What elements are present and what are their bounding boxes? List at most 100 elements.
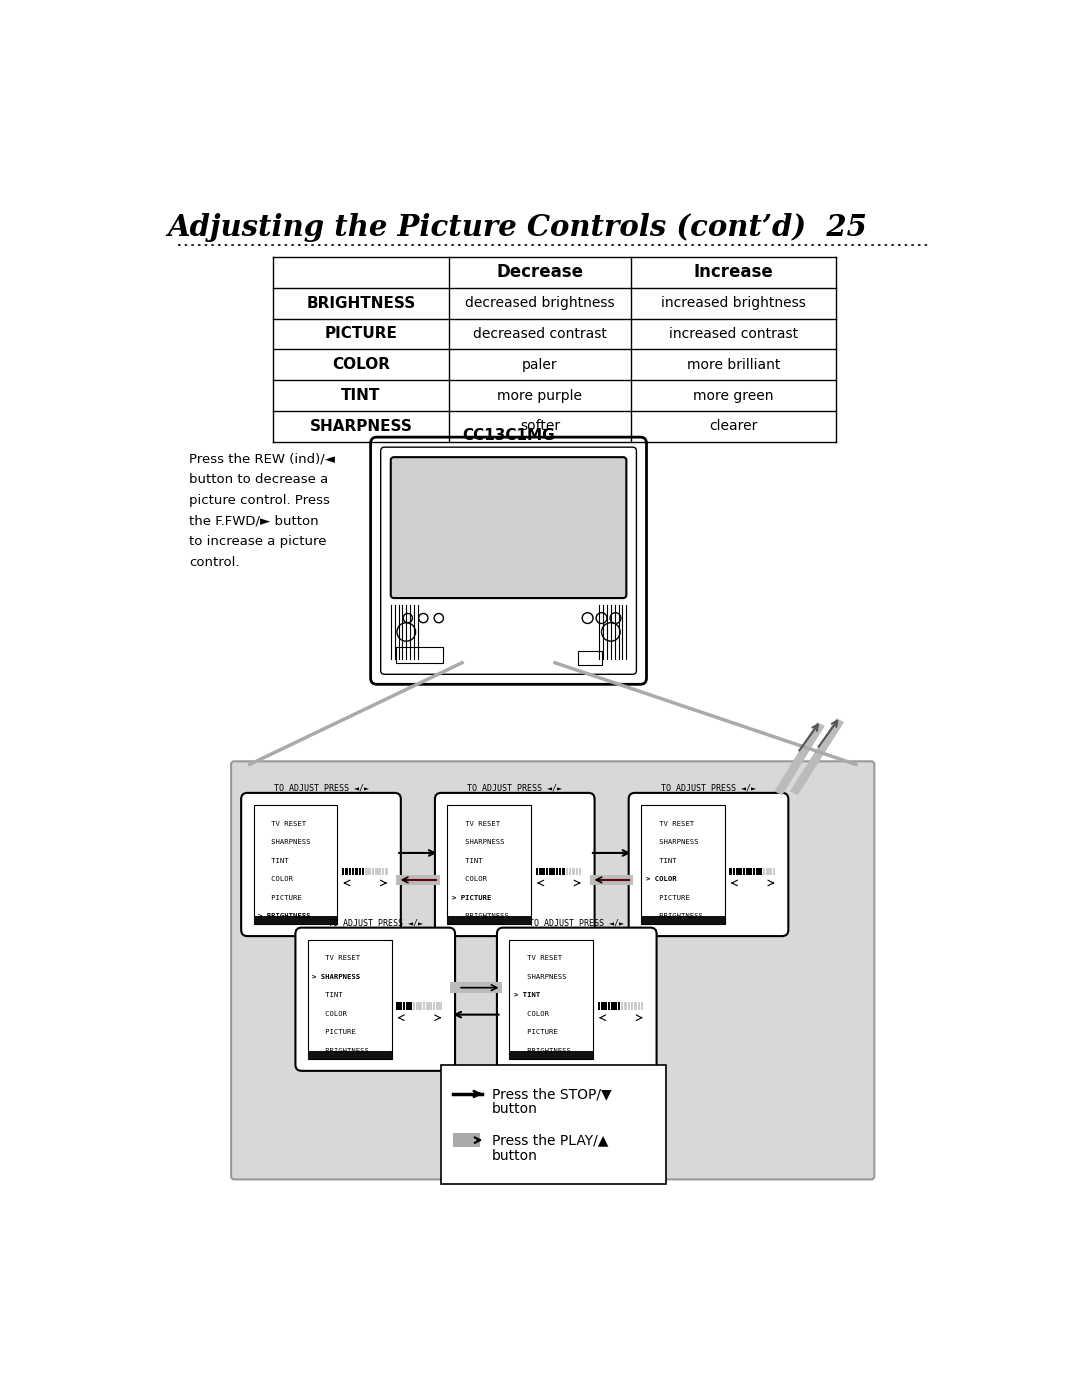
Text: more brilliant: more brilliant (687, 358, 781, 372)
Bar (308, 940, 392, 1059)
Bar (611, 1002, 613, 1010)
Bar (342, 868, 345, 876)
Text: TINT: TINT (312, 992, 343, 999)
Text: more purple: more purple (498, 388, 582, 402)
FancyBboxPatch shape (435, 793, 595, 936)
Bar (510, 1051, 593, 1059)
Bar (600, 1002, 604, 1010)
Bar (396, 875, 440, 886)
Text: SHARPNESS: SHARPNESS (646, 840, 699, 845)
Text: TO ADJUST PRESS ◄/►: TO ADJUST PRESS ◄/► (273, 784, 368, 792)
Bar (642, 916, 725, 923)
Bar (254, 916, 337, 923)
Text: TO ADJUST PRESS ◄/►: TO ADJUST PRESS ◄/► (529, 918, 624, 928)
Polygon shape (789, 718, 845, 795)
Text: PICTURE: PICTURE (514, 1030, 557, 1035)
Bar (618, 1002, 620, 1010)
Bar (416, 1002, 419, 1010)
Text: paler: paler (522, 358, 557, 372)
Text: Increase: Increase (693, 264, 773, 281)
Bar (447, 916, 531, 923)
Bar (615, 1002, 617, 1010)
Bar (590, 875, 633, 886)
Bar (406, 1002, 408, 1010)
Text: clearer: clearer (710, 419, 758, 433)
Bar (447, 805, 531, 923)
Bar (608, 1002, 610, 1010)
Bar (372, 868, 375, 876)
Text: the F.FWD/► button: the F.FWD/► button (189, 514, 319, 528)
Bar (409, 1002, 411, 1010)
Text: decreased contrast: decreased contrast (473, 327, 607, 341)
Text: TINT: TINT (451, 858, 483, 863)
Text: TO ADJUST PRESS ◄/►: TO ADJUST PRESS ◄/► (468, 784, 563, 792)
Bar (362, 868, 364, 876)
Text: button to decrease a: button to decrease a (189, 474, 328, 486)
Bar (450, 982, 501, 993)
Bar (750, 868, 752, 876)
Bar (578, 651, 602, 665)
Bar (375, 868, 378, 876)
FancyBboxPatch shape (380, 447, 636, 675)
Text: TV RESET: TV RESET (451, 820, 500, 827)
Bar (396, 1002, 399, 1010)
FancyBboxPatch shape (497, 928, 657, 1071)
Text: TINT: TINT (258, 858, 288, 863)
Text: TV RESET: TV RESET (312, 956, 361, 961)
Bar (413, 1002, 416, 1010)
Text: increased brightness: increased brightness (661, 296, 806, 310)
Text: picture control. Press: picture control. Press (189, 493, 330, 507)
Text: COLOR: COLOR (514, 1011, 549, 1017)
Bar (403, 1002, 405, 1010)
Bar (555, 868, 558, 876)
Bar (637, 1002, 640, 1010)
Bar (440, 1002, 442, 1010)
Text: SHARPNESS: SHARPNESS (258, 840, 311, 845)
Text: > COLOR: > COLOR (646, 876, 676, 882)
Bar (766, 868, 769, 876)
Text: > TINT: > TINT (514, 992, 540, 999)
Text: SHARPNESS: SHARPNESS (451, 840, 504, 845)
Bar (510, 940, 593, 1059)
Bar (624, 1002, 626, 1010)
Bar (579, 868, 581, 876)
FancyBboxPatch shape (296, 928, 455, 1071)
Bar (355, 868, 357, 876)
Bar (419, 1002, 422, 1010)
Bar (572, 868, 575, 876)
Bar (566, 868, 568, 876)
Bar (732, 868, 735, 876)
Bar (349, 868, 351, 876)
Text: SHARPNESS: SHARPNESS (514, 974, 567, 979)
FancyBboxPatch shape (629, 793, 788, 936)
Bar (756, 868, 758, 876)
Bar (759, 868, 761, 876)
Bar (627, 1002, 630, 1010)
Bar (542, 868, 545, 876)
Bar (597, 1002, 600, 1010)
Bar (552, 868, 555, 876)
Text: TO ADJUST PRESS ◄/►: TO ADJUST PRESS ◄/► (327, 918, 422, 928)
Bar (740, 868, 742, 876)
Text: COLOR: COLOR (332, 358, 390, 372)
Text: TV RESET: TV RESET (258, 820, 307, 827)
Bar (769, 868, 772, 876)
Bar (642, 805, 725, 923)
Text: decreased brightness: decreased brightness (465, 296, 615, 310)
Bar (536, 868, 538, 876)
FancyBboxPatch shape (231, 761, 875, 1179)
Bar (436, 1002, 438, 1010)
Bar (743, 868, 745, 876)
Bar (427, 1002, 429, 1010)
Text: to increase a picture: to increase a picture (189, 535, 327, 549)
Text: increased contrast: increased contrast (670, 327, 798, 341)
Bar (368, 868, 372, 876)
Text: TV RESET: TV RESET (646, 820, 693, 827)
Bar (386, 868, 388, 876)
Bar (382, 868, 384, 876)
Bar (359, 868, 361, 876)
Text: TO ADJUST PRESS ◄/►: TO ADJUST PRESS ◄/► (661, 784, 756, 792)
Bar (433, 1002, 435, 1010)
Bar (605, 1002, 607, 1010)
Text: COLOR: COLOR (451, 876, 487, 882)
